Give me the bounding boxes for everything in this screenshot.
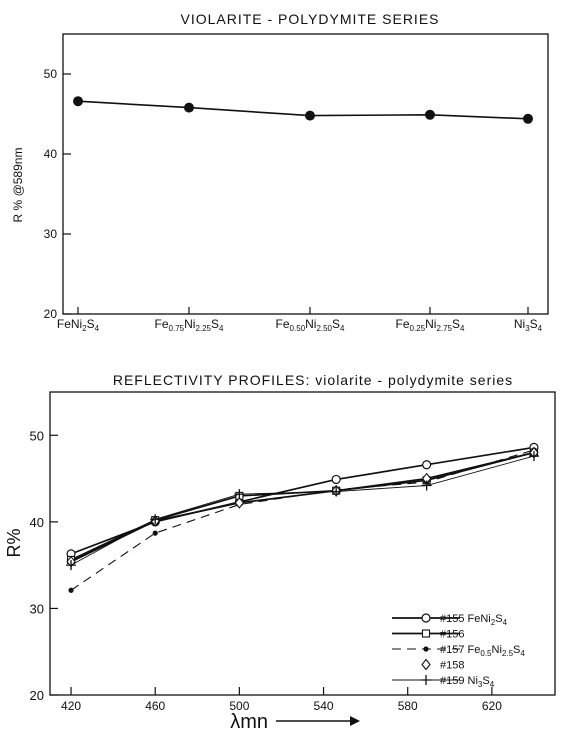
chart2-data-point bbox=[331, 486, 342, 497]
chart1-data-point bbox=[73, 96, 83, 107]
chart2-legend: #155 FeNi2​S4​ #156 #157 Fe0.5​Ni2.5​S4​ #… bbox=[392, 613, 525, 689]
chart1-x-categories: FeNi2​S4​ Fe0.75​Ni2.25​S4​ Fe0.50​Ni2.50​… bbox=[57, 307, 543, 333]
chart2-plot-frame bbox=[49, 391, 556, 696]
chart2-legend-marker bbox=[421, 675, 431, 685]
chart1-y-tick-label: 30 bbox=[44, 227, 58, 241]
chart2-data-point bbox=[150, 514, 161, 525]
chart2-data-point bbox=[528, 451, 539, 462]
chart2-series bbox=[66, 442, 539, 593]
chart2-y-tick-label: 30 bbox=[30, 601, 44, 616]
chart1-x-category-label: Fe0.75​Ni2.25​S4​ bbox=[155, 317, 225, 333]
chart1-points bbox=[73, 96, 533, 124]
chart2-series-1 bbox=[66, 442, 539, 559]
chart2-legend-entry: #156 bbox=[392, 629, 464, 641]
chart2-series-4 bbox=[66, 446, 539, 568]
chart1-x-category-label: Ni3​S4​ bbox=[514, 317, 543, 333]
chart2-x-tick-label: 420 bbox=[61, 699, 81, 713]
chart1-x-category-label: Fe0.50​Ni2.50​S4​ bbox=[276, 317, 346, 333]
chart2-series-line bbox=[70, 449, 535, 591]
chart-reflectivity-profiles: REFLECTIVITY PROFILES: violarite - polyd… bbox=[4, 372, 556, 733]
chart2-x-tick-label: 500 bbox=[229, 699, 249, 713]
chart2-x-axis-label-group: λmn bbox=[230, 711, 360, 733]
chart2-legend-marker bbox=[421, 658, 431, 671]
chart1-plot-frame bbox=[62, 33, 549, 315]
chart2-data-point bbox=[68, 587, 74, 593]
chart1-y-axis-label: R % @589nm bbox=[11, 148, 25, 223]
chart1-data-point bbox=[425, 109, 435, 120]
chart2-legend-label: #156 bbox=[440, 629, 464, 641]
chart2-y-tick-label: 20 bbox=[30, 688, 44, 703]
chart2-series-line bbox=[70, 451, 535, 563]
chart2-y-ticks: 20 30 40 50 bbox=[30, 428, 58, 703]
chart2-x-axis-arrow-head bbox=[350, 716, 360, 726]
chart2-x-tick-label: 620 bbox=[482, 699, 502, 713]
chart2-data-point bbox=[234, 489, 245, 500]
chart2-series-2 bbox=[66, 448, 539, 564]
chart1-data-point bbox=[184, 102, 194, 113]
chart2-legend-marker bbox=[421, 613, 431, 623]
chart1-y-tick-label: 50 bbox=[44, 67, 58, 81]
chart2-y-axis-label: R% bbox=[4, 528, 24, 557]
chart-violarite-polydymite-r589: VIOLARITE - POLYDYMITE SERIES R % @589nm… bbox=[11, 11, 549, 333]
chart2-legend-entry: #159 Ni3​S4​ bbox=[392, 675, 495, 689]
chart2-legend-marker bbox=[421, 629, 431, 638]
chart2-legend-label: #155 FeNi2​S4​ bbox=[440, 613, 508, 627]
chart2-legend-entry: #157 Fe0.5​Ni2.5​S4​ bbox=[392, 644, 525, 658]
chart2-y-tick-label: 40 bbox=[30, 515, 44, 530]
chart2-data-point bbox=[152, 530, 158, 536]
chart1-series-line bbox=[77, 100, 529, 120]
chart2-legend-entry: #158 bbox=[421, 658, 464, 672]
chart2-legend-label: #158 bbox=[440, 660, 464, 672]
chart2-series-line bbox=[70, 446, 535, 555]
chart1-x-category-label: FeNi2​S4​ bbox=[57, 317, 100, 333]
chart2-x-tick-label: 580 bbox=[398, 699, 418, 713]
chart1-y-tick-label: 40 bbox=[44, 147, 58, 161]
chart2-data-point bbox=[422, 460, 432, 470]
chart2-series-5 bbox=[66, 451, 539, 571]
chart1-data-point bbox=[523, 113, 533, 124]
chart2-series-line bbox=[70, 455, 535, 566]
chart2-title: REFLECTIVITY PROFILES: violarite - polyd… bbox=[113, 372, 513, 388]
chart2-x-tick-label: 540 bbox=[314, 699, 334, 713]
chart1-data-point bbox=[305, 110, 315, 121]
chart2-data-point bbox=[421, 480, 432, 491]
chart2-y-tick-label: 50 bbox=[30, 428, 44, 443]
chart2-x-tick-label: 460 bbox=[145, 699, 165, 713]
chart2-data-point bbox=[66, 560, 77, 571]
chart1-y-tick-label: 20 bbox=[44, 307, 58, 321]
chart2-legend-entry: #155 FeNi2​S4​ bbox=[392, 613, 508, 627]
chart1-title: VIOLARITE - POLYDYMITE SERIES bbox=[180, 11, 439, 27]
chart2-legend-label: #157 Fe0.5​Ni2.5​S4​ bbox=[440, 644, 525, 658]
chart2-legend-marker bbox=[423, 646, 429, 652]
chart2-data-point bbox=[331, 474, 341, 485]
chart1-x-category-label: Fe0.25​Ni2.75​S4​ bbox=[396, 317, 466, 333]
chart2-legend-label: #159 Ni3​S4​ bbox=[440, 675, 495, 689]
chart1-y-ticks: 20 30 40 50 bbox=[44, 67, 71, 321]
chart2-data-point bbox=[234, 496, 245, 509]
chart2-x-ticks: 420 460 500 540 580 620 bbox=[61, 687, 502, 713]
chart2-x-axis-label: λmn bbox=[230, 711, 268, 733]
